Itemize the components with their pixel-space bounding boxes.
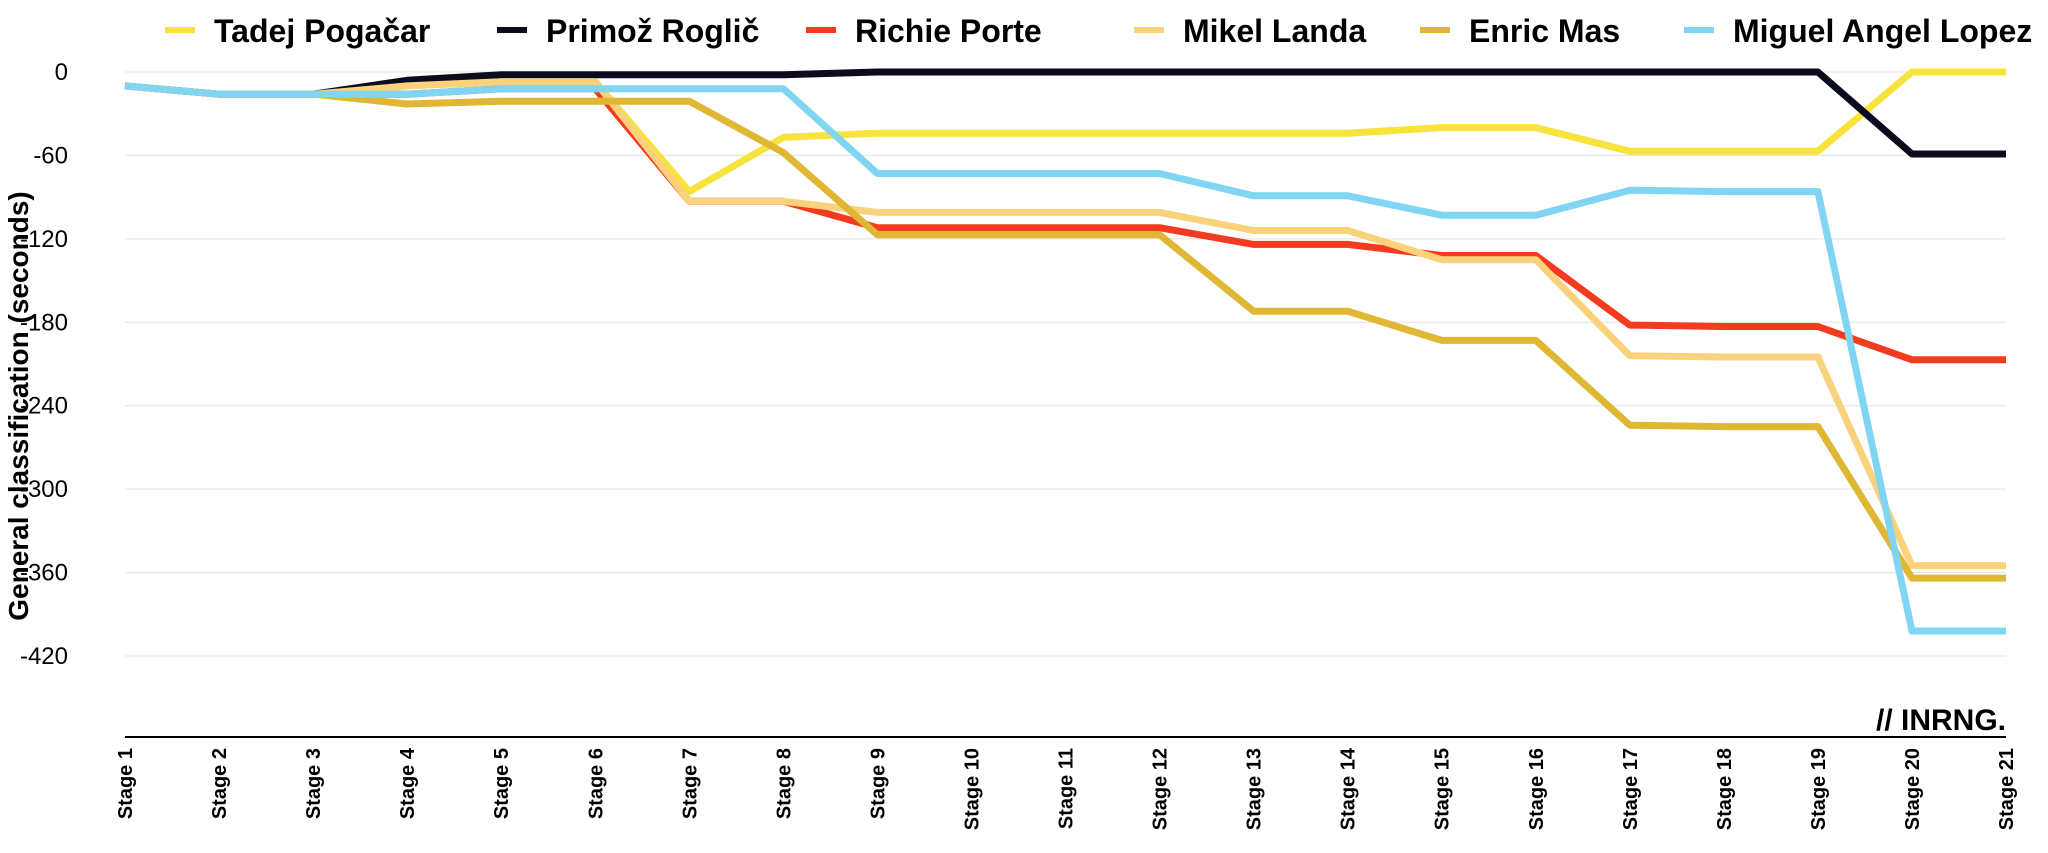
- series-line-mikel-landa: [124, 78, 2006, 570]
- inrng-watermark: // INRNG.: [1876, 704, 2006, 737]
- y-tick-label: -360: [20, 560, 68, 587]
- x-tick-label: Stage 7: [679, 748, 701, 819]
- legend: Tadej Pogačar Primož Roglič Richie Porte Mi…: [165, 13, 2032, 49]
- x-tick-label: Stage 2: [209, 748, 231, 819]
- x-tick-label: Stage 12: [1150, 748, 1172, 830]
- legend-label: Mikel Landa: [1183, 13, 1366, 49]
- series-line-primo-rogli-: [124, 68, 2006, 158]
- x-tick-label: Stage 11: [1056, 748, 1078, 829]
- x-tick-label: Stage 10: [961, 748, 983, 830]
- series-lines: [124, 68, 2006, 635]
- x-tick-label: Stage 9: [867, 748, 889, 819]
- legend-label: Miguel Angel Lopez: [1733, 13, 2032, 49]
- series-line-miguel-angel-lopez: [124, 82, 2006, 635]
- gridlines: [125, 71, 2006, 657]
- y-tick-label: 0: [55, 59, 68, 86]
- legend-label: Primož Roglič: [546, 13, 759, 49]
- y-axis-title: General classification (seconds): [3, 191, 34, 621]
- y-tick-label: -120: [20, 226, 68, 253]
- x-tick-label: Stage 3: [303, 748, 325, 819]
- legend-label: Enric Mas: [1469, 13, 1620, 49]
- y-tick-label: -180: [20, 309, 68, 336]
- y-tick-label: -240: [20, 393, 68, 420]
- series-line-richie-porte: [124, 82, 2006, 364]
- y-tick-label: -60: [33, 142, 68, 169]
- x-tick-label: Stage 21: [1996, 748, 2018, 830]
- x-tick-label: Stage 20: [1902, 748, 1924, 830]
- legend-label: Tadej Pogačar: [214, 13, 430, 49]
- y-tick-label: -300: [20, 476, 68, 503]
- x-tick-label: Stage 5: [491, 748, 513, 819]
- x-tick-label: Stage 15: [1432, 748, 1454, 830]
- x-tick-label: Stage 19: [1808, 748, 1830, 830]
- x-axis-ticks: Stage 1 Stage 2 Stage 3 Stage 4 Stage 5 Stage…: [115, 747, 2018, 830]
- x-tick-label: Stage 13: [1244, 748, 1266, 830]
- series-line-enric-mas: [124, 82, 2006, 582]
- y-axis-ticks: 0 -60 -120 -180 -240 -300 -360 -420: [20, 59, 68, 670]
- x-tick-label: Stage 18: [1714, 748, 1736, 830]
- x-tick-label: Stage 8: [773, 748, 795, 819]
- y-tick-label: -420: [20, 643, 68, 670]
- x-tick-label: Stage 14: [1338, 747, 1360, 830]
- x-tick-label: Stage 17: [1620, 748, 1642, 830]
- x-tick-label: Stage 6: [585, 748, 607, 819]
- x-tick-label: Stage 1: [115, 748, 137, 819]
- x-tick-label: Stage 16: [1526, 748, 1548, 830]
- legend-label: Richie Porte: [855, 13, 1042, 49]
- x-tick-label: Stage 4: [397, 747, 419, 819]
